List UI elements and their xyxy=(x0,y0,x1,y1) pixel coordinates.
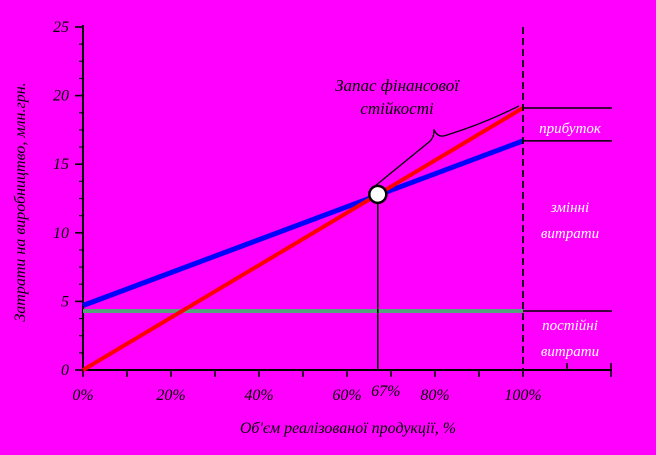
x-tick-label: 20% xyxy=(156,387,185,404)
zone-label-profit: прибуток xyxy=(539,121,601,137)
x-axis-title: Об'єм реалізованої продукції, % xyxy=(239,420,457,437)
margin-of-safety-annotation: Запас фінансової стійкості xyxy=(297,74,497,120)
annotation-line-1: Запас фінансової xyxy=(335,76,459,95)
y-tick-label: 20 xyxy=(53,88,69,105)
break-even-marker xyxy=(368,184,388,205)
annotation-line-2: стійкості xyxy=(360,99,434,118)
blue-line-series xyxy=(82,138,524,308)
zone-label-fixed-costs: постійні витрати xyxy=(540,318,600,360)
x-tick-label: 60% xyxy=(332,387,361,404)
y-axis-title: Затрати на виробництво, млн.грн. xyxy=(12,82,29,322)
y-tick-label: 25 xyxy=(53,19,69,36)
y-tick-label: 15 xyxy=(53,156,69,173)
break-even-x-label: 67% xyxy=(371,383,400,400)
y-tick-label: 0 xyxy=(61,362,69,379)
x-tick-label: 0% xyxy=(72,387,93,404)
y-tick-label: 5 xyxy=(61,293,69,310)
x-tick-label: 40% xyxy=(244,387,273,404)
x-tick-label: 100% xyxy=(504,387,541,404)
x-tick-label: 80% xyxy=(420,387,449,404)
brace-path xyxy=(375,105,520,186)
y-tick-label: 10 xyxy=(53,225,69,242)
zone-label-variable-costs: змінні витрати xyxy=(540,200,600,242)
red-line-series xyxy=(81,106,525,372)
